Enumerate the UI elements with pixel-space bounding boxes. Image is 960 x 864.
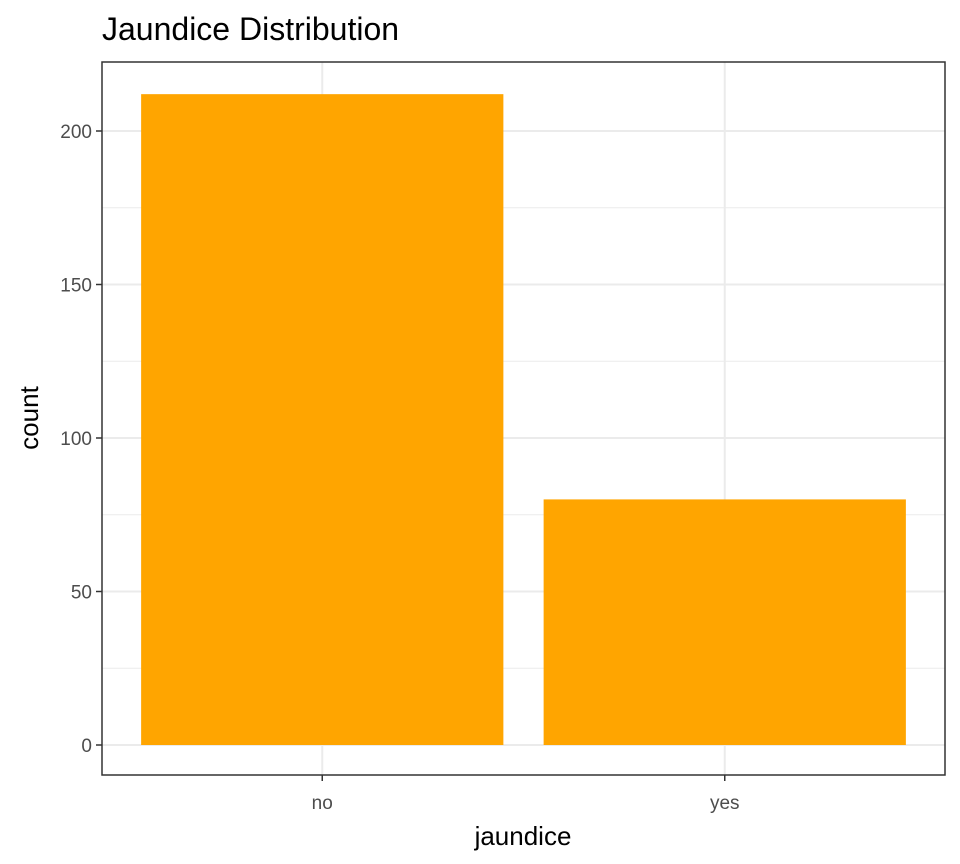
bar-no <box>141 94 504 745</box>
x-tick-label: yes <box>710 793 740 814</box>
chart-title: Jaundice Distribution <box>102 11 399 47</box>
panel-border <box>101 61 946 776</box>
y-tick-label: 200 <box>60 122 92 143</box>
bars <box>141 94 906 745</box>
x-tick-label: no <box>312 793 333 814</box>
x-axis-ticks: no yes <box>312 775 740 814</box>
y-tick-label: 150 <box>60 276 92 297</box>
y-axis-ticks: 0 50 100 150 200 <box>60 122 102 757</box>
y-axis-title: count <box>14 385 44 449</box>
y-tick-label: 50 <box>71 583 92 604</box>
x-axis-title: jaundice <box>474 821 572 851</box>
y-tick-label: 0 <box>81 736 92 757</box>
y-tick-label: 100 <box>60 429 92 450</box>
bar-yes <box>543 499 906 745</box>
